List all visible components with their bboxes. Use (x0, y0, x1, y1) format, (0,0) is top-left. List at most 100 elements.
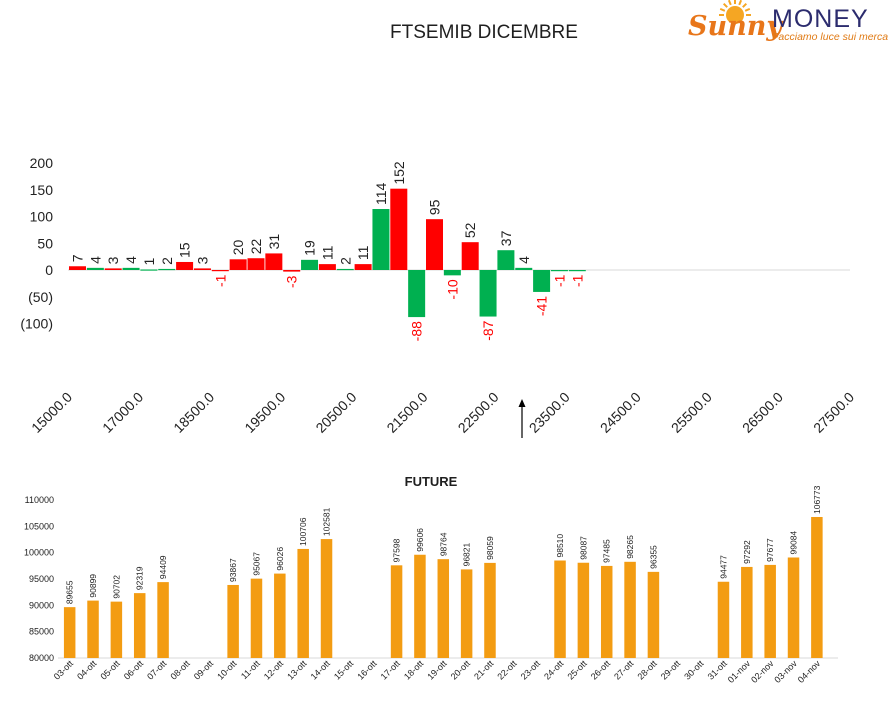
options-data-label: 2 (337, 257, 353, 265)
options-data-label: 4 (123, 256, 139, 264)
future-data-label: 96821 (462, 543, 472, 567)
future-data-label: 94409 (158, 555, 168, 579)
options-data-label: 1 (141, 257, 157, 265)
options-data-label: 4 (516, 256, 532, 264)
options-x-tick-label: 20500.0 (312, 389, 359, 436)
options-x-tick-label: 17000.0 (99, 389, 146, 436)
future-y-tick-label: 80000 (29, 653, 54, 663)
future-x-tick-label: 27-ott (612, 658, 636, 682)
options-bar (247, 258, 265, 270)
options-bar (86, 267, 104, 270)
future-data-label: 99084 (789, 531, 799, 555)
future-data-label: 97598 (392, 538, 402, 562)
future-y-tick-label: 105000 (24, 521, 54, 531)
options-x-tick-label: 23500.0 (526, 389, 573, 436)
options-data-label: 20 (230, 240, 246, 256)
future-data-label: 97677 (765, 538, 775, 562)
options-x-tick-label: 25500.0 (668, 389, 715, 436)
future-chart-title: FUTURE (405, 474, 458, 489)
options-data-label: -1 (551, 274, 567, 287)
future-x-tick-label: 09-ott (192, 658, 216, 682)
options-bar (265, 253, 283, 270)
options-data-label: 15 (177, 242, 193, 258)
future-x-tick-label: 26-ott (589, 658, 613, 682)
future-x-tick-label: 04-ott (75, 658, 99, 682)
brand-tagline: Facciamo luce sui mercati (772, 31, 888, 43)
options-x-tick-label: 26500.0 (739, 389, 786, 436)
options-bar (443, 270, 461, 276)
future-x-tick-label: 11-ott (239, 658, 262, 681)
options-y-tick-label: 50 (37, 235, 53, 251)
future-bar (87, 600, 99, 658)
future-x-tick-label: 04-nov (796, 658, 823, 685)
future-x-tick-label: 03-nov (772, 658, 799, 685)
future-x-tick-label: 20-ott (449, 658, 473, 682)
options-data-label: -87 (480, 320, 496, 340)
options-data-label: -41 (534, 296, 550, 316)
future-x-tick-label: 28-ott (635, 658, 659, 682)
future-data-label: 98764 (438, 532, 448, 556)
future-x-tick-label: 02-nov (749, 658, 776, 685)
options-data-label: -88 (409, 321, 425, 341)
future-x-tick-label: 05-ott (98, 658, 122, 682)
future-data-label: 92319 (135, 566, 145, 590)
options-bar (550, 270, 568, 272)
future-data-label: 106773 (812, 485, 822, 514)
future-data-label: 90899 (88, 574, 98, 598)
options-x-tick-label: 21500.0 (383, 389, 430, 436)
brand-logo: Sunny MONEY Facciamo luce sui mercati (688, 0, 888, 43)
future-x-tick-label: 30-ott (682, 658, 706, 682)
options-data-label: 19 (302, 240, 318, 256)
options-bar (336, 268, 354, 271)
future-x-tick-label: 08-ott (168, 658, 192, 682)
options-x-tick-label: 22500.0 (455, 389, 502, 436)
future-bar (133, 593, 146, 658)
future-bar (110, 601, 123, 658)
options-chart-title: FTSEMIB DICEMBRE (390, 22, 578, 43)
future-data-label: 93867 (228, 558, 238, 582)
future-bar (297, 548, 309, 658)
future-x-tick-label: 13-ott (285, 658, 309, 682)
options-y-tick-label: (50) (28, 289, 53, 305)
options-bar (301, 259, 319, 270)
options-bar (408, 270, 426, 318)
options-y-tick-label: 150 (30, 182, 54, 198)
future-bar (274, 573, 286, 658)
future-x-tick-label: 01-nov (726, 658, 753, 685)
options-bar (283, 270, 301, 272)
options-bar (104, 268, 122, 270)
options-bar (158, 268, 176, 271)
options-bar (211, 270, 229, 272)
options-y-tick-label: 0 (45, 262, 53, 278)
future-bar (414, 554, 426, 658)
sun-ray (738, 0, 743, 6)
future-bar (437, 559, 450, 658)
options-bar (176, 261, 194, 270)
options-x-tick-label: 27500.0 (810, 389, 857, 436)
options-x-tick-label: 19500.0 (241, 389, 288, 436)
future-y-tick-label: 90000 (29, 600, 54, 610)
future-data-label: 98265 (625, 535, 635, 559)
future-bar (227, 584, 239, 658)
future-bar (250, 578, 263, 658)
future-x-tick-label: 14-ott (309, 658, 333, 682)
options-data-label: -1 (212, 274, 228, 287)
future-x-tick-label: 21-ott (472, 658, 496, 682)
future-x-tick-label: 23-ott (519, 658, 543, 682)
future-x-tick-label: 25-ott (565, 658, 589, 682)
future-data-label: 102581 (322, 507, 332, 536)
options-data-label: -10 (444, 279, 460, 299)
future-x-tick-label: 16-ott (355, 658, 379, 682)
future-x-tick-label: 29-ott (659, 658, 683, 682)
brand-name-sunny: Sunny (688, 11, 784, 42)
future-x-tick-label: 12-ott (262, 658, 286, 682)
options-chart: FTSEMIB DICEMBRE 200 150 100 50 0 (50) (100) 7… (20, 22, 857, 438)
future-bar (600, 565, 613, 658)
sun-ray (742, 2, 748, 8)
future-x-tick-label: 10-ott (215, 658, 239, 682)
future-data-label: 99606 (415, 528, 425, 552)
future-data-label: 98510 (555, 534, 565, 558)
future-bar (577, 562, 590, 658)
options-data-label: 2 (159, 257, 175, 265)
options-bar (497, 250, 515, 270)
